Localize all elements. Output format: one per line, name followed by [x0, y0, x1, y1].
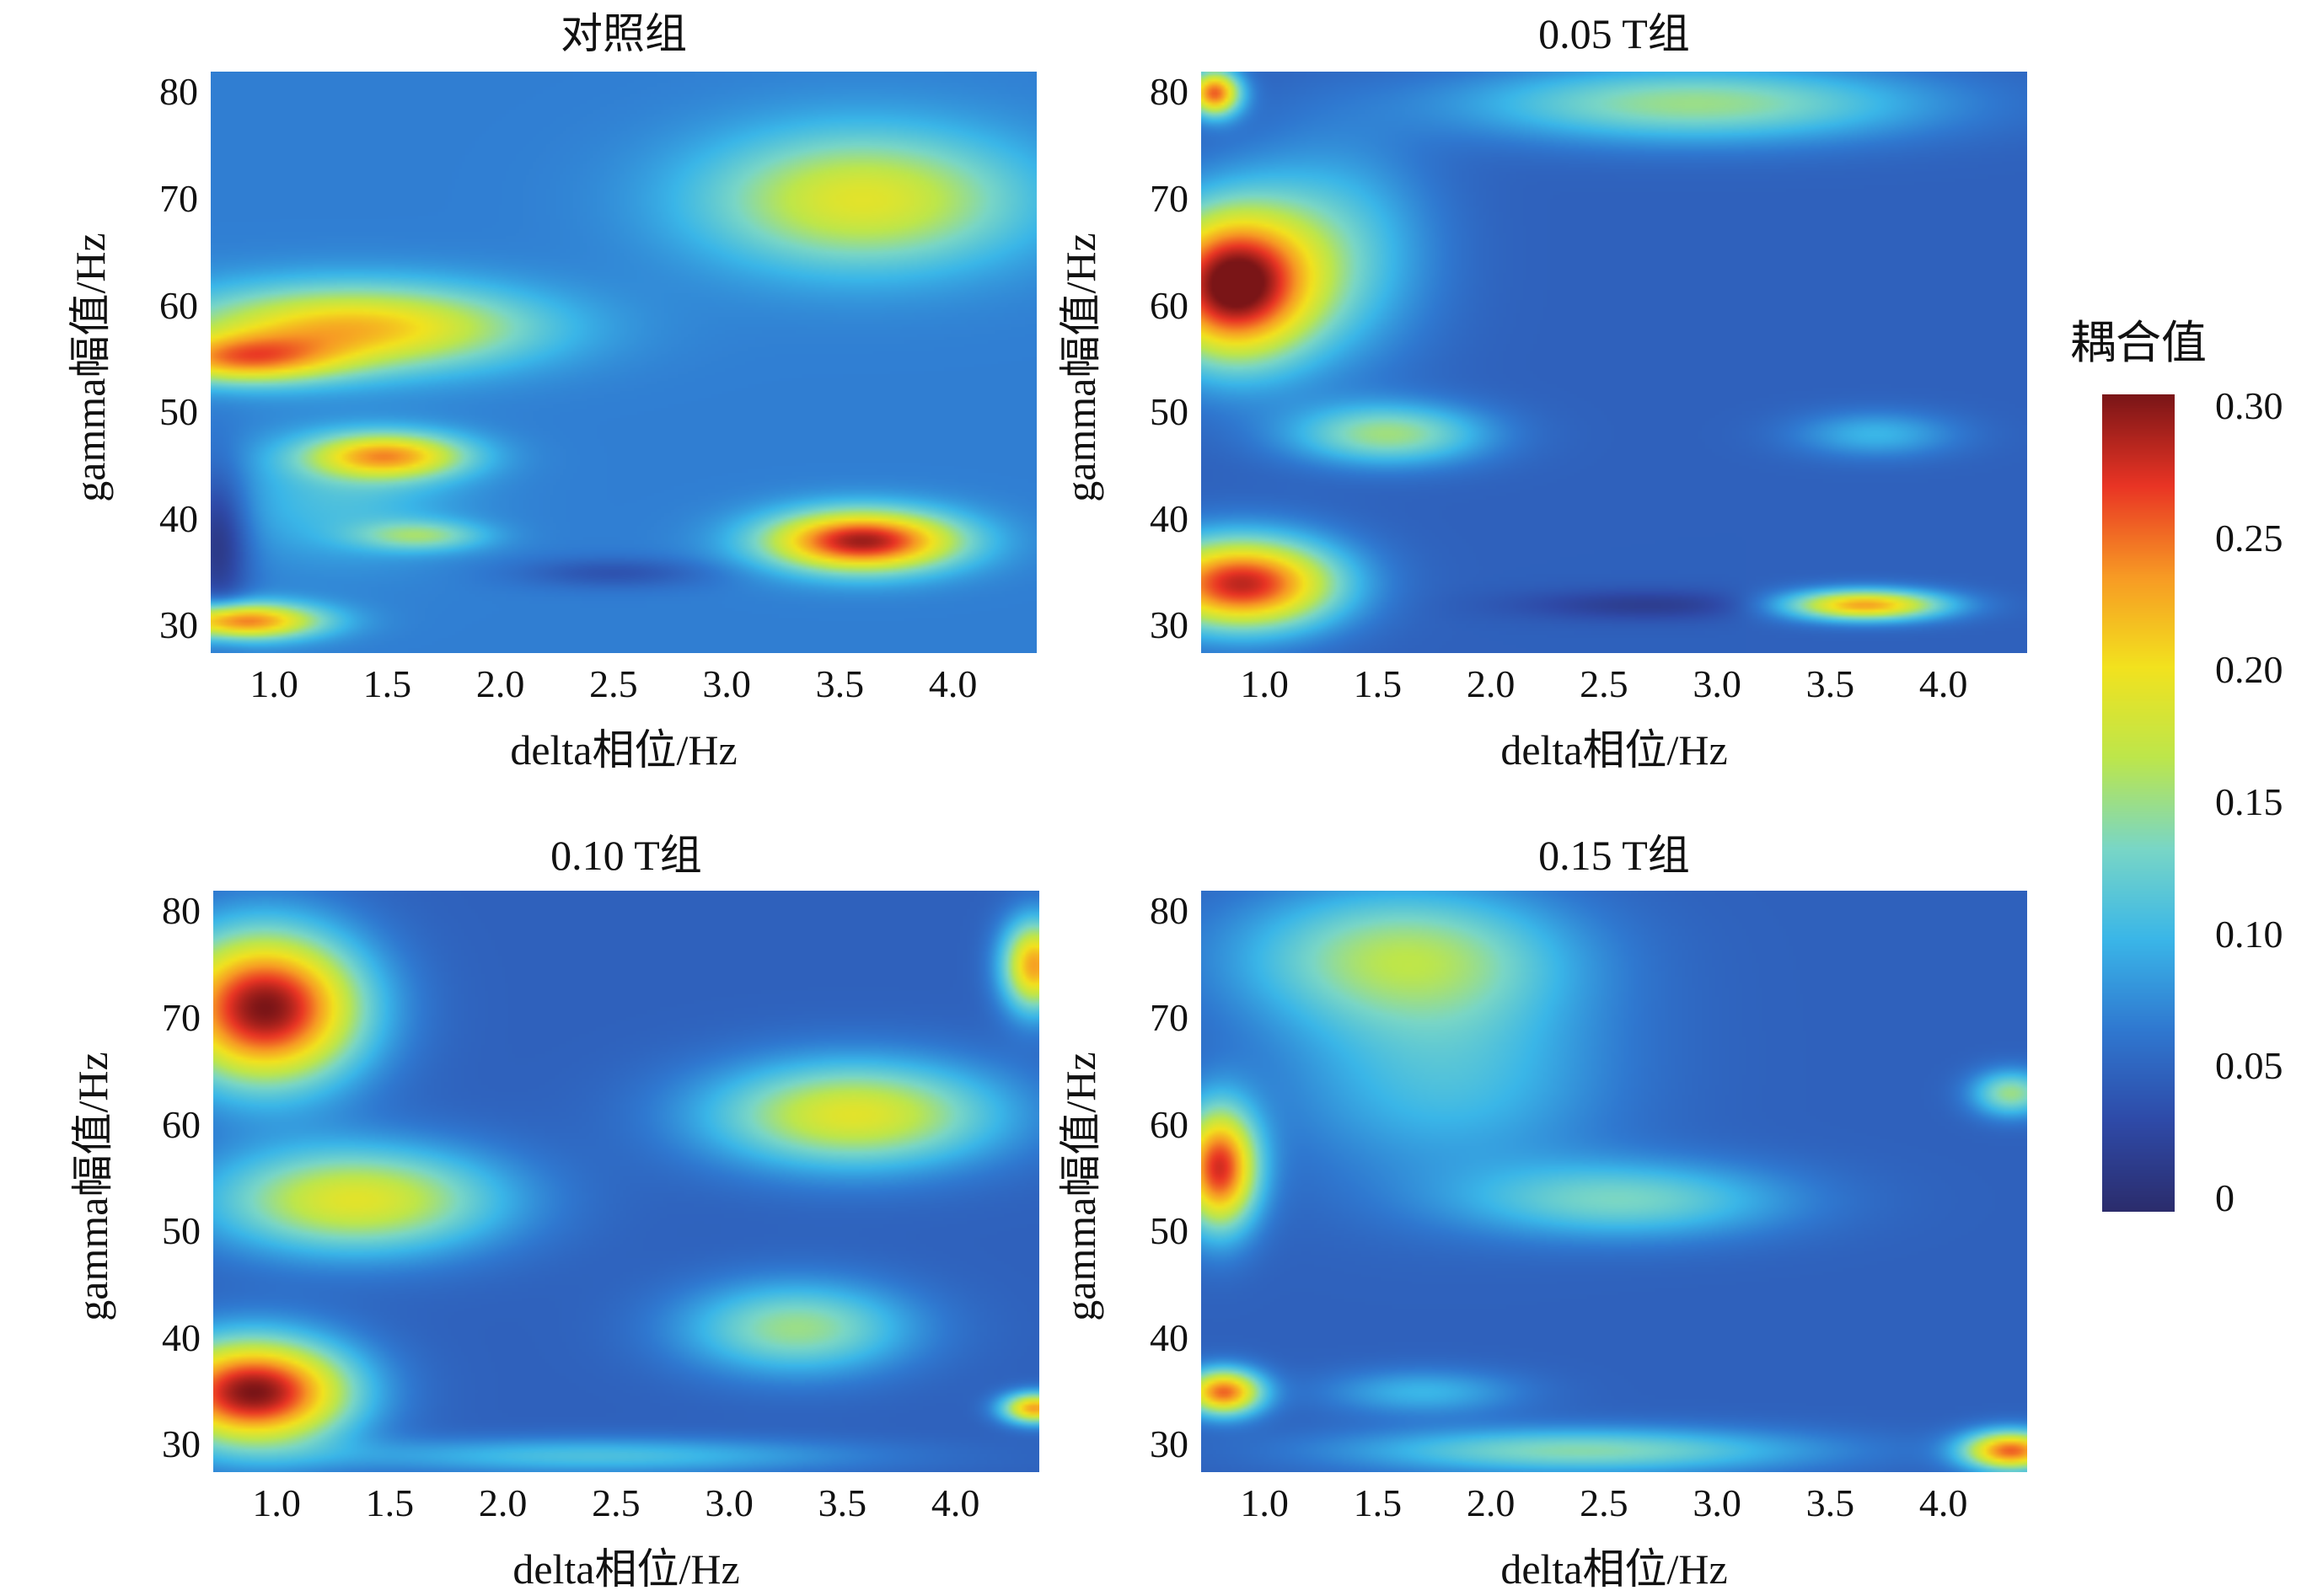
- y-tick-label: 50: [162, 1209, 201, 1253]
- x-tick-label: 2.5: [1580, 662, 1628, 705]
- x-tick-label: 3.0: [1693, 1481, 1741, 1524]
- y-tick-label: 60: [159, 283, 198, 327]
- x-tick-label: 2.0: [1466, 662, 1516, 705]
- y-tick-label: 30: [1150, 1422, 1188, 1466]
- x-tick-label: 4.0: [928, 662, 978, 705]
- colorbar: [2102, 394, 2175, 1212]
- x-tick-label: 2.0: [478, 1481, 528, 1524]
- x-tick-label: 2.5: [1580, 1481, 1628, 1524]
- y-tick-label: 40: [159, 496, 198, 540]
- y-tick-label: 30: [1150, 603, 1188, 647]
- y-tick-label: 70: [1150, 995, 1188, 1039]
- y-tick-label: 70: [159, 176, 198, 220]
- x-tick-label: 1.5: [365, 1481, 415, 1524]
- x-tick-label: 2.5: [592, 1481, 641, 1524]
- x-tick-label: 1.0: [1240, 1481, 1289, 1524]
- x-tick-label: 1.0: [252, 1481, 301, 1524]
- x-tick-label: 3.5: [1805, 662, 1855, 705]
- y-tick-label: 80: [162, 889, 201, 933]
- colorbar-title: 耦合值: [2070, 318, 2207, 368]
- x-tick-label: 4.0: [1918, 662, 1968, 705]
- y-tick-label: 40: [1150, 1315, 1188, 1359]
- colorbar-tick-label: 0: [2215, 1176, 2234, 1219]
- heatmap-plot-area: [1201, 891, 2027, 1472]
- x-axis-label: delta相位/Hz: [1500, 1545, 1728, 1593]
- panel-title: 0.15 T组: [1538, 832, 1690, 879]
- x-tick-label: 3.5: [818, 1481, 867, 1524]
- x-tick-label: 2.0: [1466, 1481, 1516, 1524]
- heatmap-canvas: [1201, 72, 2027, 653]
- x-tick-label: 1.5: [1353, 662, 1403, 705]
- y-tick-label: 70: [162, 995, 201, 1039]
- x-axis-label: delta相位/Hz: [1500, 726, 1728, 774]
- heatmap-plot-area: [213, 891, 1039, 1472]
- panel-title: 0.10 T组: [550, 832, 702, 879]
- colorbar-tick-label: 0.25: [2215, 516, 2283, 560]
- colorbar-tick-label: 0.05: [2215, 1044, 2283, 1088]
- heatmap-plot-area: [211, 72, 1037, 653]
- y-tick-label: 60: [162, 1102, 201, 1146]
- x-tick-label: 3.5: [1805, 1481, 1855, 1524]
- y-tick-label: 50: [1150, 1209, 1188, 1253]
- y-tick-label: 60: [1150, 283, 1188, 327]
- x-tick-label: 3.5: [815, 662, 865, 705]
- y-axis-label: gamma幅值/Hz: [67, 233, 114, 502]
- x-tick-label: 2.5: [589, 662, 638, 705]
- heatmap-canvas: [213, 891, 1039, 1472]
- y-tick-label: 50: [1150, 390, 1188, 434]
- heatmap-canvas: [211, 72, 1037, 653]
- y-tick-label: 60: [1150, 1102, 1188, 1146]
- x-tick-label: 1.5: [1353, 1481, 1403, 1524]
- y-axis-label: gamma幅值/Hz: [69, 1052, 116, 1321]
- x-tick-label: 1.5: [362, 662, 412, 705]
- x-tick-label: 4.0: [1918, 1481, 1968, 1524]
- x-tick-label: 2.0: [475, 662, 525, 705]
- y-tick-label: 30: [162, 1422, 201, 1466]
- y-tick-label: 30: [159, 603, 198, 647]
- x-tick-label: 3.0: [705, 1481, 754, 1524]
- x-axis-label: delta相位/Hz: [510, 726, 738, 774]
- y-tick-label: 70: [1150, 176, 1188, 220]
- y-tick-label: 40: [162, 1315, 201, 1359]
- y-axis-label: gamma幅值/Hz: [1057, 233, 1104, 502]
- x-tick-label: 3.0: [1693, 662, 1741, 705]
- y-tick-label: 80: [1150, 889, 1188, 933]
- y-tick-label: 50: [159, 390, 198, 434]
- x-tick-label: 3.0: [702, 662, 751, 705]
- colorbar-tick-label: 0.30: [2215, 384, 2283, 427]
- panel-title: 0.05 T组: [1538, 10, 1690, 57]
- x-tick-label: 1.0: [1240, 662, 1289, 705]
- heatmap-canvas: [1201, 891, 2027, 1472]
- x-axis-label: delta相位/Hz: [512, 1545, 740, 1593]
- y-axis-label: gamma幅值/Hz: [1057, 1052, 1104, 1321]
- heatmap-plot-area: [1201, 72, 2027, 653]
- y-tick-label: 80: [1150, 70, 1188, 114]
- x-tick-label: 4.0: [931, 1481, 980, 1524]
- colorbar-tick-label: 0.15: [2215, 780, 2283, 823]
- colorbar-tick-label: 0.10: [2215, 912, 2283, 956]
- y-tick-label: 80: [159, 70, 198, 114]
- panel-title: 对照组: [561, 10, 687, 57]
- colorbar-tick-label: 0.20: [2215, 648, 2283, 692]
- y-tick-label: 40: [1150, 496, 1188, 540]
- x-tick-label: 1.0: [249, 662, 298, 705]
